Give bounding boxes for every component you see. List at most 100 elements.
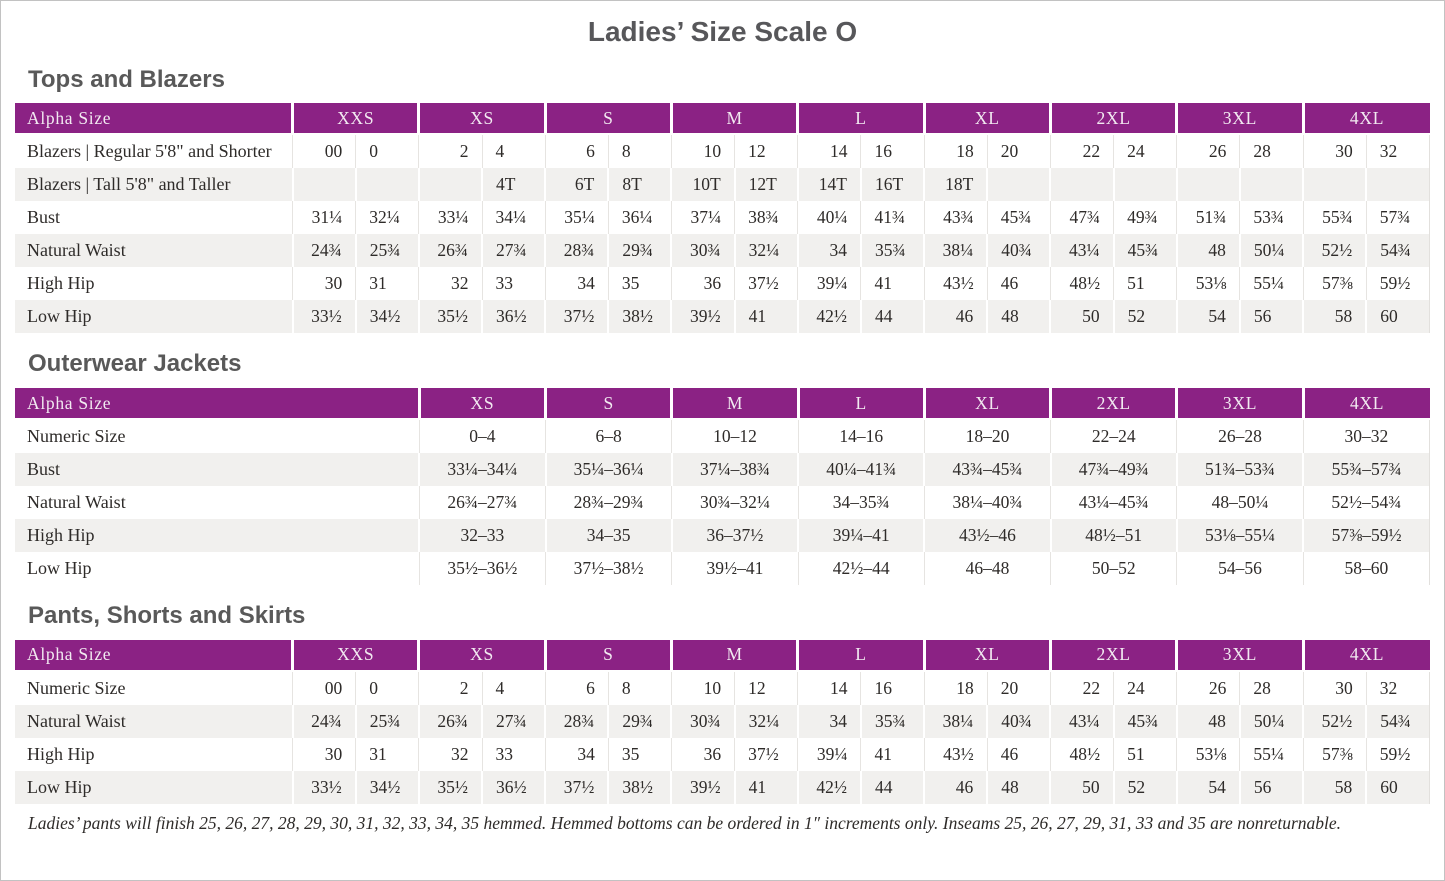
size-value-cell: 34–35: [544, 519, 672, 553]
col-header-2xl: 2XL: [1048, 103, 1177, 136]
alpha-size-header: Alpha Size: [15, 103, 293, 136]
size-value-cell: 16T: [859, 168, 925, 202]
col-header-xxs: XXS: [291, 103, 419, 136]
section-title-outerwear-jackets: Outerwear Jackets: [28, 350, 242, 378]
size-value-cell: [354, 168, 419, 202]
size-value-cell: 00: [292, 134, 356, 169]
size-value-cell: 52½: [1302, 704, 1367, 738]
size-value-cell: 53⅛: [1176, 737, 1240, 771]
size-value-cell: [986, 168, 1051, 202]
size-value-cell: 0–4: [418, 419, 546, 454]
row-label: Numeric Size: [27, 426, 126, 447]
table-row: Numeric Size 0–4 6–8 10–12 14–16 18–20 22–24 26…: [15, 419, 1431, 454]
table-row: High Hip 32–33 34–35 36–37½ 39¼–41 43½–46 48½–…: [15, 519, 1431, 553]
size-value-cell: 28¾: [544, 234, 609, 268]
size-value-cell: 58: [1302, 770, 1367, 804]
size-value-cell: 32: [418, 737, 483, 771]
size-value-cell: 39¼: [797, 267, 861, 301]
size-value-cell: 32: [1365, 134, 1431, 169]
size-value-cell: 30¾–32¼: [671, 486, 799, 520]
alpha-size-header: Alpha Size: [15, 639, 293, 672]
size-value-cell: 35¼: [544, 201, 609, 235]
col-header-xxs: XXS: [291, 639, 419, 672]
size-value-cell: 54: [1175, 770, 1240, 804]
size-value-cell: [1302, 168, 1367, 202]
size-value-cell: 52½: [1302, 234, 1367, 268]
size-value-cell: 10T: [670, 168, 735, 202]
size-table-outerwear-jackets: Alpha Size XS S M L XL 2XL 3XL 4XL Numeric Size 0–…: [15, 388, 1431, 586]
size-value-cell: 42½: [796, 300, 861, 334]
size-scale-page: Ladies’ Size Scale O Tops and Blazers Alp…: [1, 15, 1444, 834]
size-value-cell: 35¾: [859, 704, 925, 738]
size-value-cell: 45¾: [1112, 704, 1177, 738]
size-value-cell: 49¾: [1113, 201, 1177, 235]
size-value-cell: 38¼–40¾: [923, 486, 1051, 520]
row-label: Blazers | Tall 5'8" and Taller: [15, 168, 293, 202]
col-header-3xl: 3XL: [1175, 103, 1304, 136]
size-value-cell: 43½: [923, 737, 988, 771]
size-value-cell: 22: [1049, 134, 1114, 169]
size-value-cell: 8: [607, 670, 672, 705]
size-value-cell: 24: [1113, 670, 1177, 705]
size-value-cell: 50–52: [1050, 552, 1177, 586]
row-label: Numeric Size: [27, 677, 126, 698]
size-value-cell: 35½: [417, 770, 483, 804]
size-value-cell: 55¼: [1239, 737, 1304, 771]
size-value-cell: 38¾: [734, 201, 798, 235]
size-value-cell: 18T: [923, 168, 988, 202]
size-value-cell: 39½–41: [671, 552, 799, 586]
size-value-cell: 40¼–41¾: [797, 453, 925, 487]
size-value-cell: 43½–46: [923, 519, 1051, 553]
size-value-cell: 43¼: [1049, 704, 1114, 738]
size-value-cell: 60: [1365, 770, 1431, 804]
size-value-cell: 57¾: [1365, 201, 1431, 235]
size-value-cell: 37¼: [670, 201, 735, 235]
size-value-cell: 35½–36½: [418, 552, 546, 586]
page-title: Ladies’ Size Scale O: [587, 16, 858, 47]
size-value-cell: 12T: [733, 168, 798, 202]
header-row: Alpha Size XXS XS S M L XL 2XL 3XL 4XL: [15, 639, 1430, 672]
size-value-cell: 47¾: [1049, 201, 1114, 235]
size-value-cell: 26¾–27¾: [418, 486, 546, 520]
size-value-cell: 43¼–45¾: [1050, 486, 1177, 520]
size-value-cell: 32: [418, 267, 483, 301]
size-value-cell: 37½: [544, 770, 609, 804]
size-value-cell: 52: [1112, 300, 1177, 334]
footnote: Ladies’ pants will finish 25, 26, 27, 28…: [28, 812, 1342, 833]
size-value-cell: 43¼: [1049, 234, 1114, 268]
size-value-cell: 12: [734, 670, 798, 705]
size-value-cell: 57⅜: [1302, 267, 1367, 301]
size-value-cell: 55¾: [1302, 201, 1367, 235]
size-value-cell: 50: [1049, 300, 1114, 334]
size-value-cell: 16: [860, 134, 925, 169]
size-value-cell: 41: [860, 737, 925, 771]
size-value-cell: 44: [859, 300, 925, 334]
size-value-cell: 22–24: [1050, 419, 1177, 454]
size-value-cell: 8: [607, 134, 672, 169]
col-header-xl: XL: [922, 103, 1051, 136]
row-label: Natural Waist: [15, 704, 293, 738]
size-value-cell: 14: [797, 670, 861, 705]
size-value-cell: 36: [670, 737, 735, 771]
size-value-cell: 33¼–34¼: [418, 453, 546, 487]
size-value-cell: 36½: [481, 300, 546, 334]
table-row: Low Hip 33½ 34½ 35½ 36½ 37½ 38½ 39½ 41 42½ 44 46 48 5…: [15, 300, 1431, 334]
alpha-size-header: Alpha Size: [15, 388, 420, 421]
size-value-cell: 38½: [607, 770, 672, 804]
size-value-cell: 18–20: [923, 419, 1051, 454]
size-value-cell: 26¾: [417, 234, 483, 268]
size-value-cell: 33½: [291, 300, 356, 334]
size-value-cell: [1112, 168, 1177, 202]
col-header-l: L: [796, 639, 925, 672]
size-value-cell: 48: [1175, 704, 1240, 738]
size-value-cell: 57⅜–59½: [1302, 519, 1431, 553]
size-value-cell: 35½: [417, 300, 483, 334]
size-value-cell: 34: [544, 737, 609, 771]
size-value-cell: 34½: [354, 300, 419, 334]
size-value-cell: 44: [859, 770, 925, 804]
size-value-cell: 6: [544, 670, 609, 705]
size-value-cell: 34¼: [481, 201, 546, 235]
size-value-cell: [291, 168, 356, 202]
col-header-4xl: 4XL: [1301, 103, 1430, 136]
size-value-cell: 31¼: [292, 201, 356, 235]
